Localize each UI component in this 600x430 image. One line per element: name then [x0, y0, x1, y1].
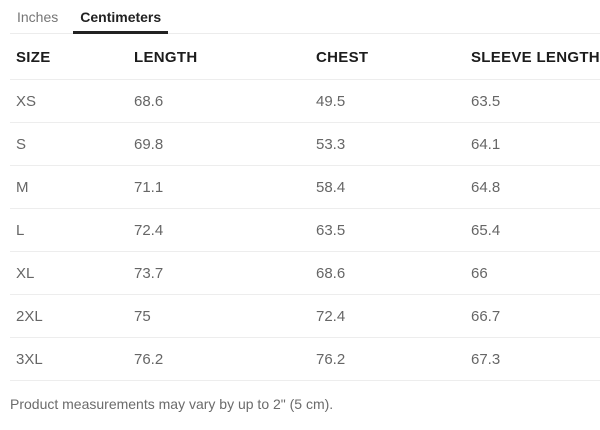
value-cell: 49.5 — [310, 79, 465, 123]
size-cell: XS — [10, 79, 128, 123]
value-cell: 63.5 — [310, 208, 465, 252]
value-cell: 71.1 — [128, 165, 310, 209]
measurement-note: Product measurements may vary by up to 2… — [10, 396, 334, 412]
tab-inches[interactable]: Inches — [17, 9, 59, 25]
value-cell: 58.4 — [310, 165, 465, 209]
unit-tabs: Inches Centimeters — [10, 0, 600, 34]
value-cell: 69.8 — [128, 122, 310, 166]
size-chart-table: SIZE LENGTH CHEST SLEEVE LENGTH XS 68.6 49.5 6… — [10, 34, 600, 381]
value-cell: 66.7 — [465, 294, 600, 338]
value-cell: 64.8 — [465, 165, 600, 209]
size-cell: M — [10, 165, 128, 209]
table-row: 3XL 76.2 76.2 67.3 — [10, 337, 600, 381]
size-cell: 3XL — [10, 337, 128, 381]
value-cell: 75 — [128, 294, 310, 338]
column-header: SLEEVE LENGTH — [465, 34, 600, 80]
header-row: SIZE LENGTH CHEST SLEEVE LENGTH — [10, 34, 600, 80]
column-header: CHEST — [310, 34, 465, 80]
size-cell: L — [10, 208, 128, 252]
table-row: S 69.8 53.3 64.1 — [10, 122, 600, 166]
value-cell: 68.6 — [128, 79, 310, 123]
size-cell: S — [10, 122, 128, 166]
size-cell: 2XL — [10, 294, 128, 338]
table-row: M 71.1 58.4 64.8 — [10, 165, 600, 209]
value-cell: 64.1 — [465, 122, 600, 166]
value-cell: 63.5 — [465, 79, 600, 123]
column-header: SIZE — [10, 34, 128, 80]
table-body: XS 68.6 49.5 63.5 S 69.8 53.3 64.1 M 71.1 58.4 64.8… — [10, 79, 600, 381]
table-row: 2XL 75 72.4 66.7 — [10, 294, 600, 338]
value-cell: 73.7 — [128, 251, 310, 295]
value-cell: 76.2 — [128, 337, 310, 381]
value-cell: 72.4 — [310, 294, 465, 338]
value-cell: 76.2 — [310, 337, 465, 381]
value-cell: 72.4 — [128, 208, 310, 252]
tab-centimeters[interactable]: Centimeters — [73, 0, 169, 34]
table-row: XL 73.7 68.6 66 — [10, 251, 600, 295]
column-header: LENGTH — [128, 34, 310, 80]
value-cell: 53.3 — [310, 122, 465, 166]
table-row: XS 68.6 49.5 63.5 — [10, 79, 600, 123]
value-cell: 67.3 — [465, 337, 600, 381]
value-cell: 68.6 — [310, 251, 465, 295]
table-row: L 72.4 63.5 65.4 — [10, 208, 600, 252]
value-cell: 66 — [465, 251, 600, 295]
value-cell: 65.4 — [465, 208, 600, 252]
size-cell: XL — [10, 251, 128, 295]
